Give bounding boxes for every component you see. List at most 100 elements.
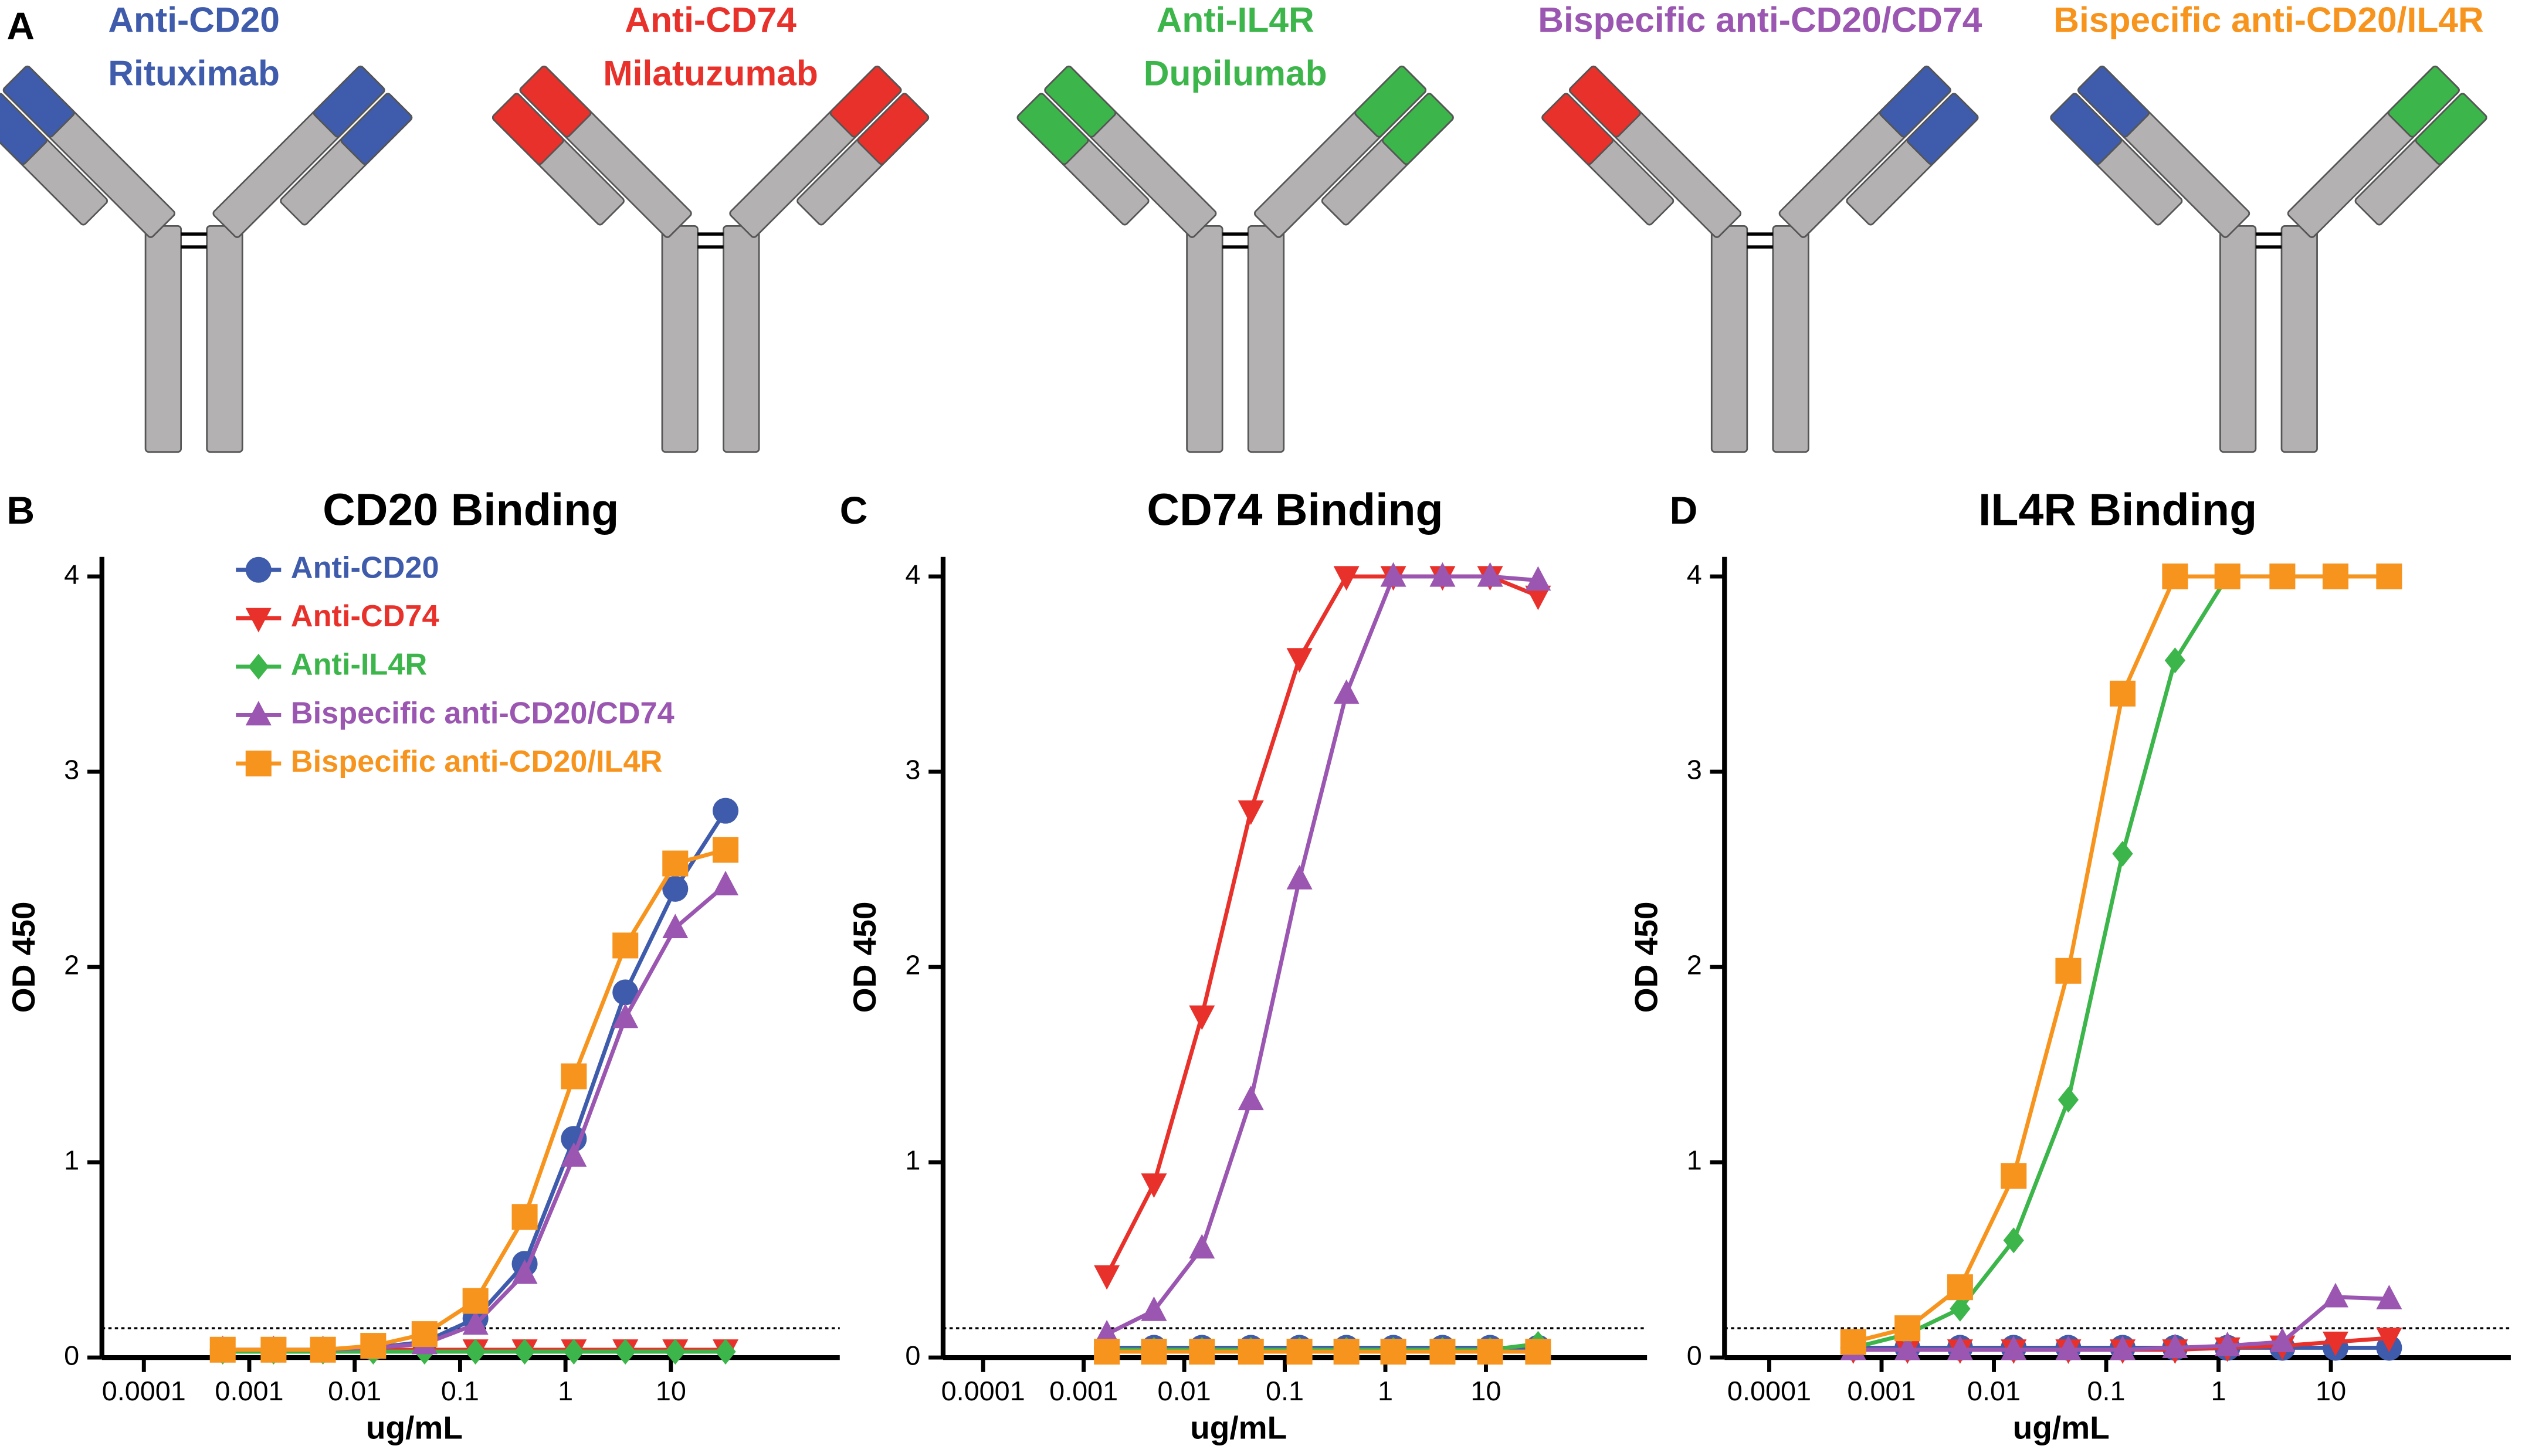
legend-label: Bispecific anti-CD20/CD74 xyxy=(291,696,674,730)
x-axis-label: ug/mL xyxy=(2013,1410,2110,1446)
marker xyxy=(360,1333,387,1359)
series-line xyxy=(222,847,726,1352)
marker xyxy=(209,1336,236,1363)
x-tick-label: 10 xyxy=(2316,1376,2346,1406)
y-tick-label: 3 xyxy=(64,754,79,785)
antibody xyxy=(1016,65,1454,453)
marker xyxy=(1238,800,1264,825)
marker xyxy=(561,1126,587,1152)
marker xyxy=(612,1003,639,1029)
heavy-chain-variable xyxy=(1879,65,1951,138)
marker xyxy=(1380,1339,1406,1365)
light-chain-variable xyxy=(2050,93,2123,165)
marker xyxy=(1189,1339,1215,1365)
marker xyxy=(1380,562,1406,587)
marker xyxy=(561,1142,587,1167)
series-line xyxy=(222,809,727,1352)
marker xyxy=(2003,1227,2024,1254)
antibody-drug: Dupilumab xyxy=(1144,53,1327,93)
y-tick-label: 0 xyxy=(64,1340,79,1370)
marker xyxy=(2376,563,2402,590)
marker xyxy=(2269,1328,2296,1353)
antibody-name: Bispecific anti-CD20/IL4R xyxy=(2053,0,2483,40)
heavy-chain-variable xyxy=(2388,65,2460,138)
marker xyxy=(1525,1339,1551,1365)
y-tick-label: 2 xyxy=(64,949,79,980)
marker xyxy=(411,1321,438,1348)
marker xyxy=(1333,566,1360,591)
heavy-chain-variable xyxy=(1044,65,1117,138)
marker xyxy=(1333,679,1360,704)
heavy-chain-stem xyxy=(1247,225,1285,453)
y-tick-label: 3 xyxy=(905,754,920,785)
marker xyxy=(2376,1328,2402,1353)
marker xyxy=(1094,1339,1120,1365)
marker xyxy=(511,1259,538,1284)
y-tick-label: 0 xyxy=(905,1340,920,1370)
chart: B CD20 Binding OD 450 ug/mL 0 1 2 3 4 0.0001 0.001… xyxy=(5,485,840,1446)
marker xyxy=(2214,1331,2241,1356)
antibody-name: Anti-IL4R xyxy=(1157,0,1314,40)
x-tick-label: 1 xyxy=(2211,1376,2226,1406)
arm xyxy=(2050,65,2250,238)
antibody-name: Bispecific anti-CD20/CD74 xyxy=(1538,0,1982,40)
y-tick-label: 1 xyxy=(64,1145,79,1175)
antibody xyxy=(492,65,930,453)
x-tick-label: 0.0001 xyxy=(102,1376,186,1406)
x-tick-label: 0.01 xyxy=(1158,1376,1211,1406)
marker xyxy=(2322,563,2349,590)
marker xyxy=(2164,647,2186,674)
marker xyxy=(1894,1315,1921,1342)
marker xyxy=(563,1339,584,1365)
heavy-chain-stem xyxy=(723,225,760,453)
antibody xyxy=(0,65,413,453)
marker xyxy=(1141,1296,1167,1321)
heavy-chain-stem xyxy=(206,225,243,453)
y-tick-label: 1 xyxy=(905,1145,920,1175)
marker xyxy=(2162,563,2188,590)
marker xyxy=(1477,1339,1503,1365)
light-chain-variable xyxy=(0,93,48,165)
marker xyxy=(612,979,639,1006)
y-tick-label: 4 xyxy=(1687,559,1702,589)
marker xyxy=(248,653,269,680)
antibody-drug: Rituximab xyxy=(108,53,280,93)
marker xyxy=(2001,1335,2027,1360)
chart: C CD74 Binding OD 450 ug/mL 0 1 2 3 4 0.0001 0.001… xyxy=(840,485,1648,1446)
marker xyxy=(2322,1331,2349,1356)
marker xyxy=(662,850,689,877)
antibody xyxy=(1541,65,1979,453)
y-tick-label: 0 xyxy=(1687,1340,1702,1370)
marker xyxy=(612,932,639,959)
marker xyxy=(1894,1335,1921,1360)
marker xyxy=(1477,562,1503,587)
marker xyxy=(2214,563,2241,590)
legend: Anti-CD20 Anti-CD74 Anti-IL4R Bispecific an… xyxy=(236,551,674,779)
arm xyxy=(492,65,692,238)
x-tick-label: 10 xyxy=(656,1376,686,1406)
marker xyxy=(713,870,739,895)
marker xyxy=(511,1204,538,1230)
y-tick-label: 2 xyxy=(905,949,920,980)
arm xyxy=(1778,65,1979,238)
marker xyxy=(561,1063,587,1090)
x-tick-label: 0.001 xyxy=(1847,1376,1916,1406)
marker xyxy=(1950,1295,1971,1322)
light-chain-variable xyxy=(340,93,413,165)
marker xyxy=(2055,958,2082,984)
heavy-chain-variable xyxy=(313,65,385,138)
marker xyxy=(1094,1319,1120,1345)
marker xyxy=(1189,1234,1215,1259)
x-tick-label: 0.001 xyxy=(1049,1376,1118,1406)
heavy-chain-variable xyxy=(1354,65,1427,138)
x-tick-label: 0.1 xyxy=(2087,1376,2126,1406)
light-chain-variable xyxy=(2415,93,2487,165)
antibody-name: Anti-CD74 xyxy=(625,0,796,40)
heavy-chain-stem xyxy=(1710,225,1748,453)
marker xyxy=(462,1288,489,1314)
marker xyxy=(2001,1163,2027,1189)
arm xyxy=(0,65,175,238)
y-axis-label: OD 450 xyxy=(1628,902,1664,1013)
chart-title: IL4R Binding xyxy=(1978,485,2257,535)
